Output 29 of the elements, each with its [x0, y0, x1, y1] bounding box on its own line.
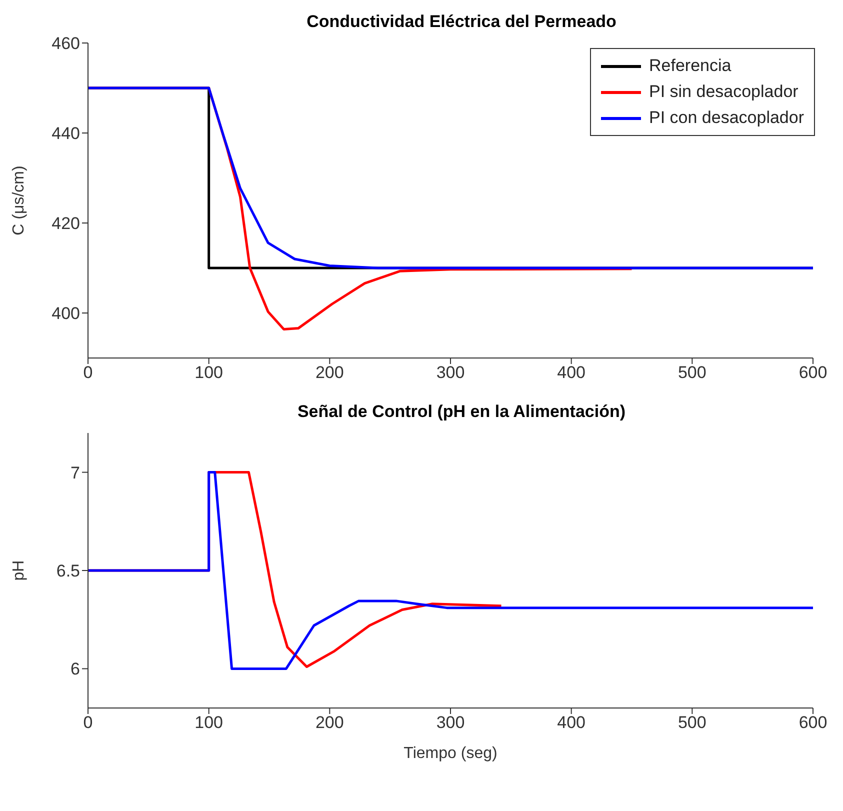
x-tick-label: 600	[798, 363, 828, 382]
x-tick-label: 200	[315, 713, 344, 732]
y-axis-title: C (μs/cm)	[10, 166, 28, 236]
legend-label: PI sin desacoplador	[649, 81, 798, 103]
chart-title: Señal de Control (pH en la Alimentación)	[296, 402, 627, 422]
x-tick-label: 300	[436, 713, 465, 732]
y-tick-label: 460	[52, 34, 80, 54]
legend-label: PI con desacoplador	[649, 107, 804, 129]
x-tick-label: 500	[678, 713, 706, 732]
x-tick-label: 300	[436, 363, 465, 382]
x-tick-label: 600	[798, 713, 828, 732]
x-tick-label: 500	[678, 363, 706, 382]
y-tick-label: 400	[52, 304, 80, 324]
x-tick-label: 400	[557, 363, 586, 382]
y-axis-title: pH	[10, 560, 28, 581]
x-tick-label: 100	[194, 713, 224, 732]
x-tick-label: 0	[83, 713, 93, 732]
x-tick-label: 200	[315, 363, 344, 382]
y-tick-label: 440	[52, 124, 80, 144]
y-tick-label: 420	[52, 214, 80, 234]
y-tick-label: 7	[70, 463, 80, 482]
y-tick-label: 6	[70, 660, 80, 679]
x-axis-title: Tiempo (seg)	[404, 745, 498, 762]
legend-label: Referencia	[649, 55, 732, 77]
x-tick-label: 0	[83, 363, 93, 382]
x-tick-label: 100	[194, 363, 224, 382]
x-tick-label: 400	[557, 713, 586, 732]
y-tick-label: 6.5	[56, 562, 80, 581]
chart-title: Conductividad Eléctrica del Permeado	[306, 12, 618, 32]
